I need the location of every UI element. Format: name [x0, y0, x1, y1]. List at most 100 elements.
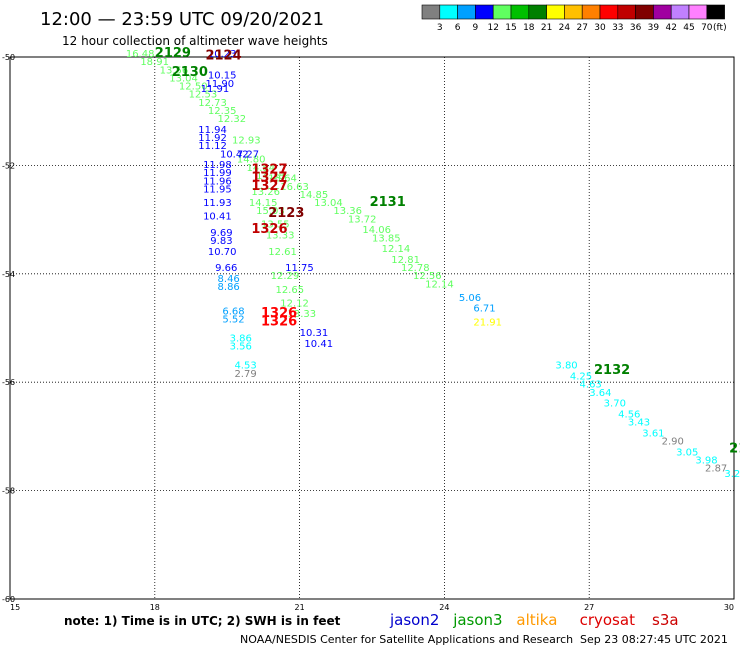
colorbar-label: 18 [523, 23, 535, 33]
data-point: 16.48 [126, 49, 155, 60]
data-point: 4.56 [618, 409, 640, 420]
data-point: 9.69 [210, 228, 232, 239]
y-tick-label: -54 [2, 270, 15, 279]
data-point: 11.99 [203, 168, 232, 179]
data-point: 12.73 [198, 98, 227, 109]
data-point: 11.12 [198, 141, 227, 152]
colorbar-swatch [635, 4, 654, 20]
data-point: 3.61 [642, 428, 664, 439]
data-point: 11.91 [201, 84, 230, 95]
legend-entry-altika: altika [516, 611, 557, 629]
data-point: 14.80 [237, 155, 266, 166]
data-point: 13.04 [169, 73, 198, 84]
legend-entry-jason2: jason2 [389, 611, 439, 629]
data-point: 10.41 [304, 339, 333, 350]
data-point: 11.95 [203, 185, 232, 196]
pass-label: 2130 [172, 65, 208, 80]
data-point: 11.92 [198, 133, 227, 144]
data-point: 13.33 [288, 309, 317, 320]
data-point: 12.14 [382, 244, 411, 255]
data-point: 3.05 [676, 447, 698, 458]
x-tick-label: 15 [10, 603, 20, 612]
data-point: 3.86 [230, 334, 252, 345]
data-point: 3.80 [555, 361, 577, 372]
colorbar-swatch [706, 4, 725, 20]
data-point: 12.29 [271, 271, 300, 282]
colorbar-label: 3 [437, 23, 443, 33]
colorbar-swatch [439, 4, 458, 20]
data-point: 3.56 [230, 342, 252, 353]
data-point: 4.53 [234, 361, 256, 372]
data-point: 16.63 [280, 182, 309, 193]
colorbar-label: 30 [594, 23, 606, 33]
data-point: 4.63 [580, 380, 602, 391]
pass-label: 2132 [594, 363, 630, 378]
pass-label: 2124 [205, 49, 241, 64]
colorbar-swatch [581, 4, 601, 20]
data-point: 11.94 [198, 125, 227, 136]
data-point: 9.83 [210, 236, 232, 247]
y-tick-label: -52 [2, 161, 15, 170]
colorbar-label: 15 [505, 23, 516, 33]
credit-text: NOAA/NESDIS Center for Satellite Applica… [240, 633, 573, 646]
x-tick-label: 21 [295, 603, 305, 612]
colorbar-swatch [421, 4, 441, 20]
data-point: 5.06 [459, 293, 481, 304]
data-point: 14.84 [247, 163, 276, 174]
data-point: 14.85 [300, 190, 329, 201]
data-point: 4.25 [570, 371, 592, 382]
colorbar-swatch [510, 4, 530, 20]
data-point: 12.93 [232, 136, 261, 147]
legend: jason2 jason3 altika cryosat s3a [389, 611, 679, 629]
data-point: 6.71 [473, 304, 495, 315]
data-point: 1327 [251, 163, 287, 178]
data-point: 18.91 [140, 57, 169, 68]
colorbar-label: 27 [576, 23, 587, 33]
data-point: 11.98 [203, 160, 232, 171]
plot-frame [9, 56, 735, 600]
x-tick-label: 18 [150, 603, 160, 612]
colorbar-swatch [653, 4, 672, 20]
colorbar-label: 45 [683, 23, 694, 33]
data-point: 13.72 [348, 214, 377, 225]
colorbar-swatch [528, 4, 547, 20]
data-point: 12.14 [425, 279, 454, 290]
y-tick-label: -58 [2, 487, 15, 496]
colorbar-label: 42 [665, 23, 676, 33]
colorbar-label: 6 [455, 23, 461, 33]
colorbar-swatch [617, 4, 636, 20]
colorbar-unit: (ft) [713, 23, 727, 33]
x-tick-label: 27 [584, 603, 594, 612]
pass-label: 2131 [370, 195, 406, 210]
data-point: 3.43 [628, 418, 650, 429]
pass-label: 2123 [268, 206, 304, 221]
colorbar-swatch [475, 4, 494, 20]
colorbar-label: 36 [630, 23, 642, 33]
colorbar-label: 21 [541, 23, 552, 33]
timestamp: Sep 23 08:27:45 UTC 2021 [580, 633, 728, 646]
data-point: 11.96 [203, 176, 232, 187]
data-point: 8.46 [218, 274, 240, 285]
data-point: 6.68 [222, 306, 244, 317]
data-point: 2.90 [662, 437, 684, 448]
legend-entry-jason3: jason3 [452, 611, 502, 629]
data-point: 12.56 [413, 271, 442, 282]
data-point: 12.53 [189, 90, 218, 101]
colorbar-swatch [688, 4, 708, 20]
data-point: 7.27 [237, 149, 259, 160]
data-point: 15.03 [256, 206, 285, 217]
data-point: 3.70 [604, 399, 626, 410]
data-point: 12.32 [218, 114, 247, 125]
data-points: 16.4818.9113.5613.0412.5012.5312.7312.35… [126, 49, 740, 480]
data-point: 1326 [261, 306, 297, 321]
data-point: 1327 [251, 171, 287, 186]
colorbar-label: 9 [473, 23, 479, 33]
data-point: 12.81 [391, 255, 420, 266]
y-tick-label: -56 [2, 378, 15, 387]
data-point: 14.06 [362, 225, 391, 236]
data-point: 11.90 [205, 79, 234, 90]
data-point: 11.93 [203, 198, 232, 209]
data-point: 2.79 [234, 369, 256, 380]
colorbar-swatch [546, 4, 565, 20]
data-point: 9.66 [215, 263, 237, 274]
